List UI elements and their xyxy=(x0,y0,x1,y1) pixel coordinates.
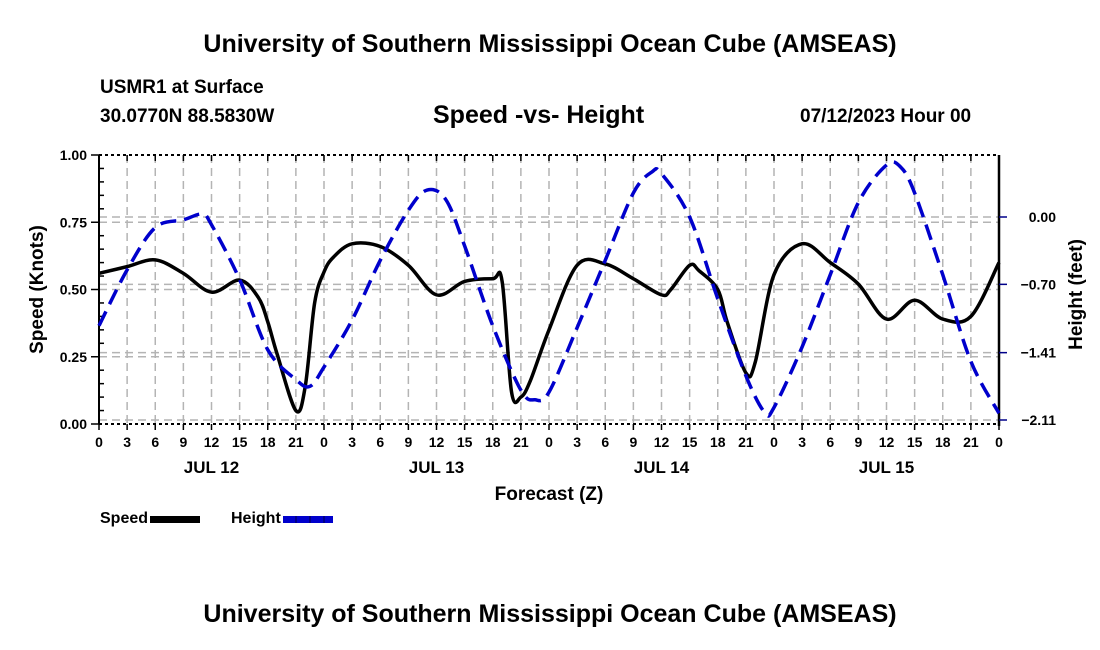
x-tick-label: 15 xyxy=(907,434,923,450)
y-tick-label: 0.00 xyxy=(60,416,87,432)
x-tick-label: 18 xyxy=(260,434,276,450)
x-tick-label: 0 xyxy=(995,434,1003,450)
x-tick-label: 15 xyxy=(232,434,248,450)
x-tick-label: 9 xyxy=(404,434,412,450)
coordinates-label: 30.0770N 88.5830W xyxy=(100,106,275,127)
x-tick-label: 21 xyxy=(288,434,304,450)
x-tick-label: 21 xyxy=(513,434,529,450)
x-tick-label: 6 xyxy=(376,434,384,450)
datetime-label: 07/12/2023 Hour 00 xyxy=(800,106,972,127)
y-axis-title: Speed (Knots) xyxy=(27,225,48,354)
x-tick-label: 3 xyxy=(798,434,806,450)
legend-height: Height xyxy=(231,510,333,528)
x-tick-label: 6 xyxy=(601,434,609,450)
x-tick-label: 12 xyxy=(654,434,670,450)
x-tick-label: 3 xyxy=(348,434,356,450)
legend-speed: Speed xyxy=(100,510,201,528)
x-tick-label: 9 xyxy=(629,434,637,450)
x-tick-label: 18 xyxy=(485,434,501,450)
chart-title: Speed -vs- Height xyxy=(433,101,645,129)
x-tick-label: 9 xyxy=(179,434,187,450)
legend-speed-swatch xyxy=(150,515,201,523)
x-tick-label: 12 xyxy=(204,434,220,450)
main-title: University of Southern Mississippi Ocean… xyxy=(203,30,897,58)
speed-series-line xyxy=(98,241,1001,414)
x-tick-label: 0 xyxy=(320,434,328,450)
x-tick-label: 6 xyxy=(151,434,159,450)
grid-lines xyxy=(99,155,999,424)
axis-labels: 0 3 6 9 12 15 18 21 0 3 6 9 12 15 18 21 0 3 6 9 12 15 18 21 0 3 6 9… xyxy=(27,147,1087,505)
x-tick-label: 12 xyxy=(879,434,895,450)
y2-tick-label: −0.70 xyxy=(1021,276,1057,292)
x-date-label: JUL 15 xyxy=(859,458,914,477)
x-tick-label: 21 xyxy=(738,434,754,450)
x-tick-label: 0 xyxy=(770,434,778,450)
x-date-label: JUL 13 xyxy=(409,458,464,477)
series-lines xyxy=(97,160,1001,418)
y2-tick-label: −2.11 xyxy=(1021,412,1056,428)
y2-tick-label: −1.41 xyxy=(1021,345,1057,361)
x-tick-label: 0 xyxy=(545,434,553,450)
x-tick-label: 9 xyxy=(854,434,862,450)
x-date-label: JUL 14 xyxy=(634,458,690,477)
x-tick-label: 18 xyxy=(935,434,951,450)
x-tick-label: 3 xyxy=(123,434,131,450)
x-tick-label: 18 xyxy=(710,434,726,450)
legend-speed-label: Speed xyxy=(100,510,149,527)
axes xyxy=(91,154,1007,430)
x-tick-label: 3 xyxy=(573,434,581,450)
x-tick-label: 15 xyxy=(682,434,698,450)
y-tick-label: 0.50 xyxy=(60,282,87,298)
legend-height-label: Height xyxy=(231,510,281,527)
y2-tick-label: 0.00 xyxy=(1029,209,1056,225)
x-tick-label: 12 xyxy=(429,434,445,450)
y-tick-label: 0.75 xyxy=(60,214,87,230)
x-tick-label: 15 xyxy=(457,434,473,450)
x-tick-label: 6 xyxy=(826,434,834,450)
legend-height-swatch xyxy=(282,515,333,523)
x-tick-label: 0 xyxy=(95,434,103,450)
station-label: USMR1 at Surface xyxy=(100,77,264,98)
x-axis-title: Forecast (Z) xyxy=(495,484,604,505)
y-tick-label: 0.25 xyxy=(60,349,87,365)
y2-axis-title: Height (feet) xyxy=(1066,239,1087,350)
height-series-line xyxy=(97,160,1001,418)
y-tick-label: 1.00 xyxy=(60,147,87,163)
x-tick-label: 21 xyxy=(963,434,979,450)
footer-title: University of Southern Mississippi Ocean… xyxy=(203,600,897,628)
x-date-label: JUL 12 xyxy=(184,458,239,477)
